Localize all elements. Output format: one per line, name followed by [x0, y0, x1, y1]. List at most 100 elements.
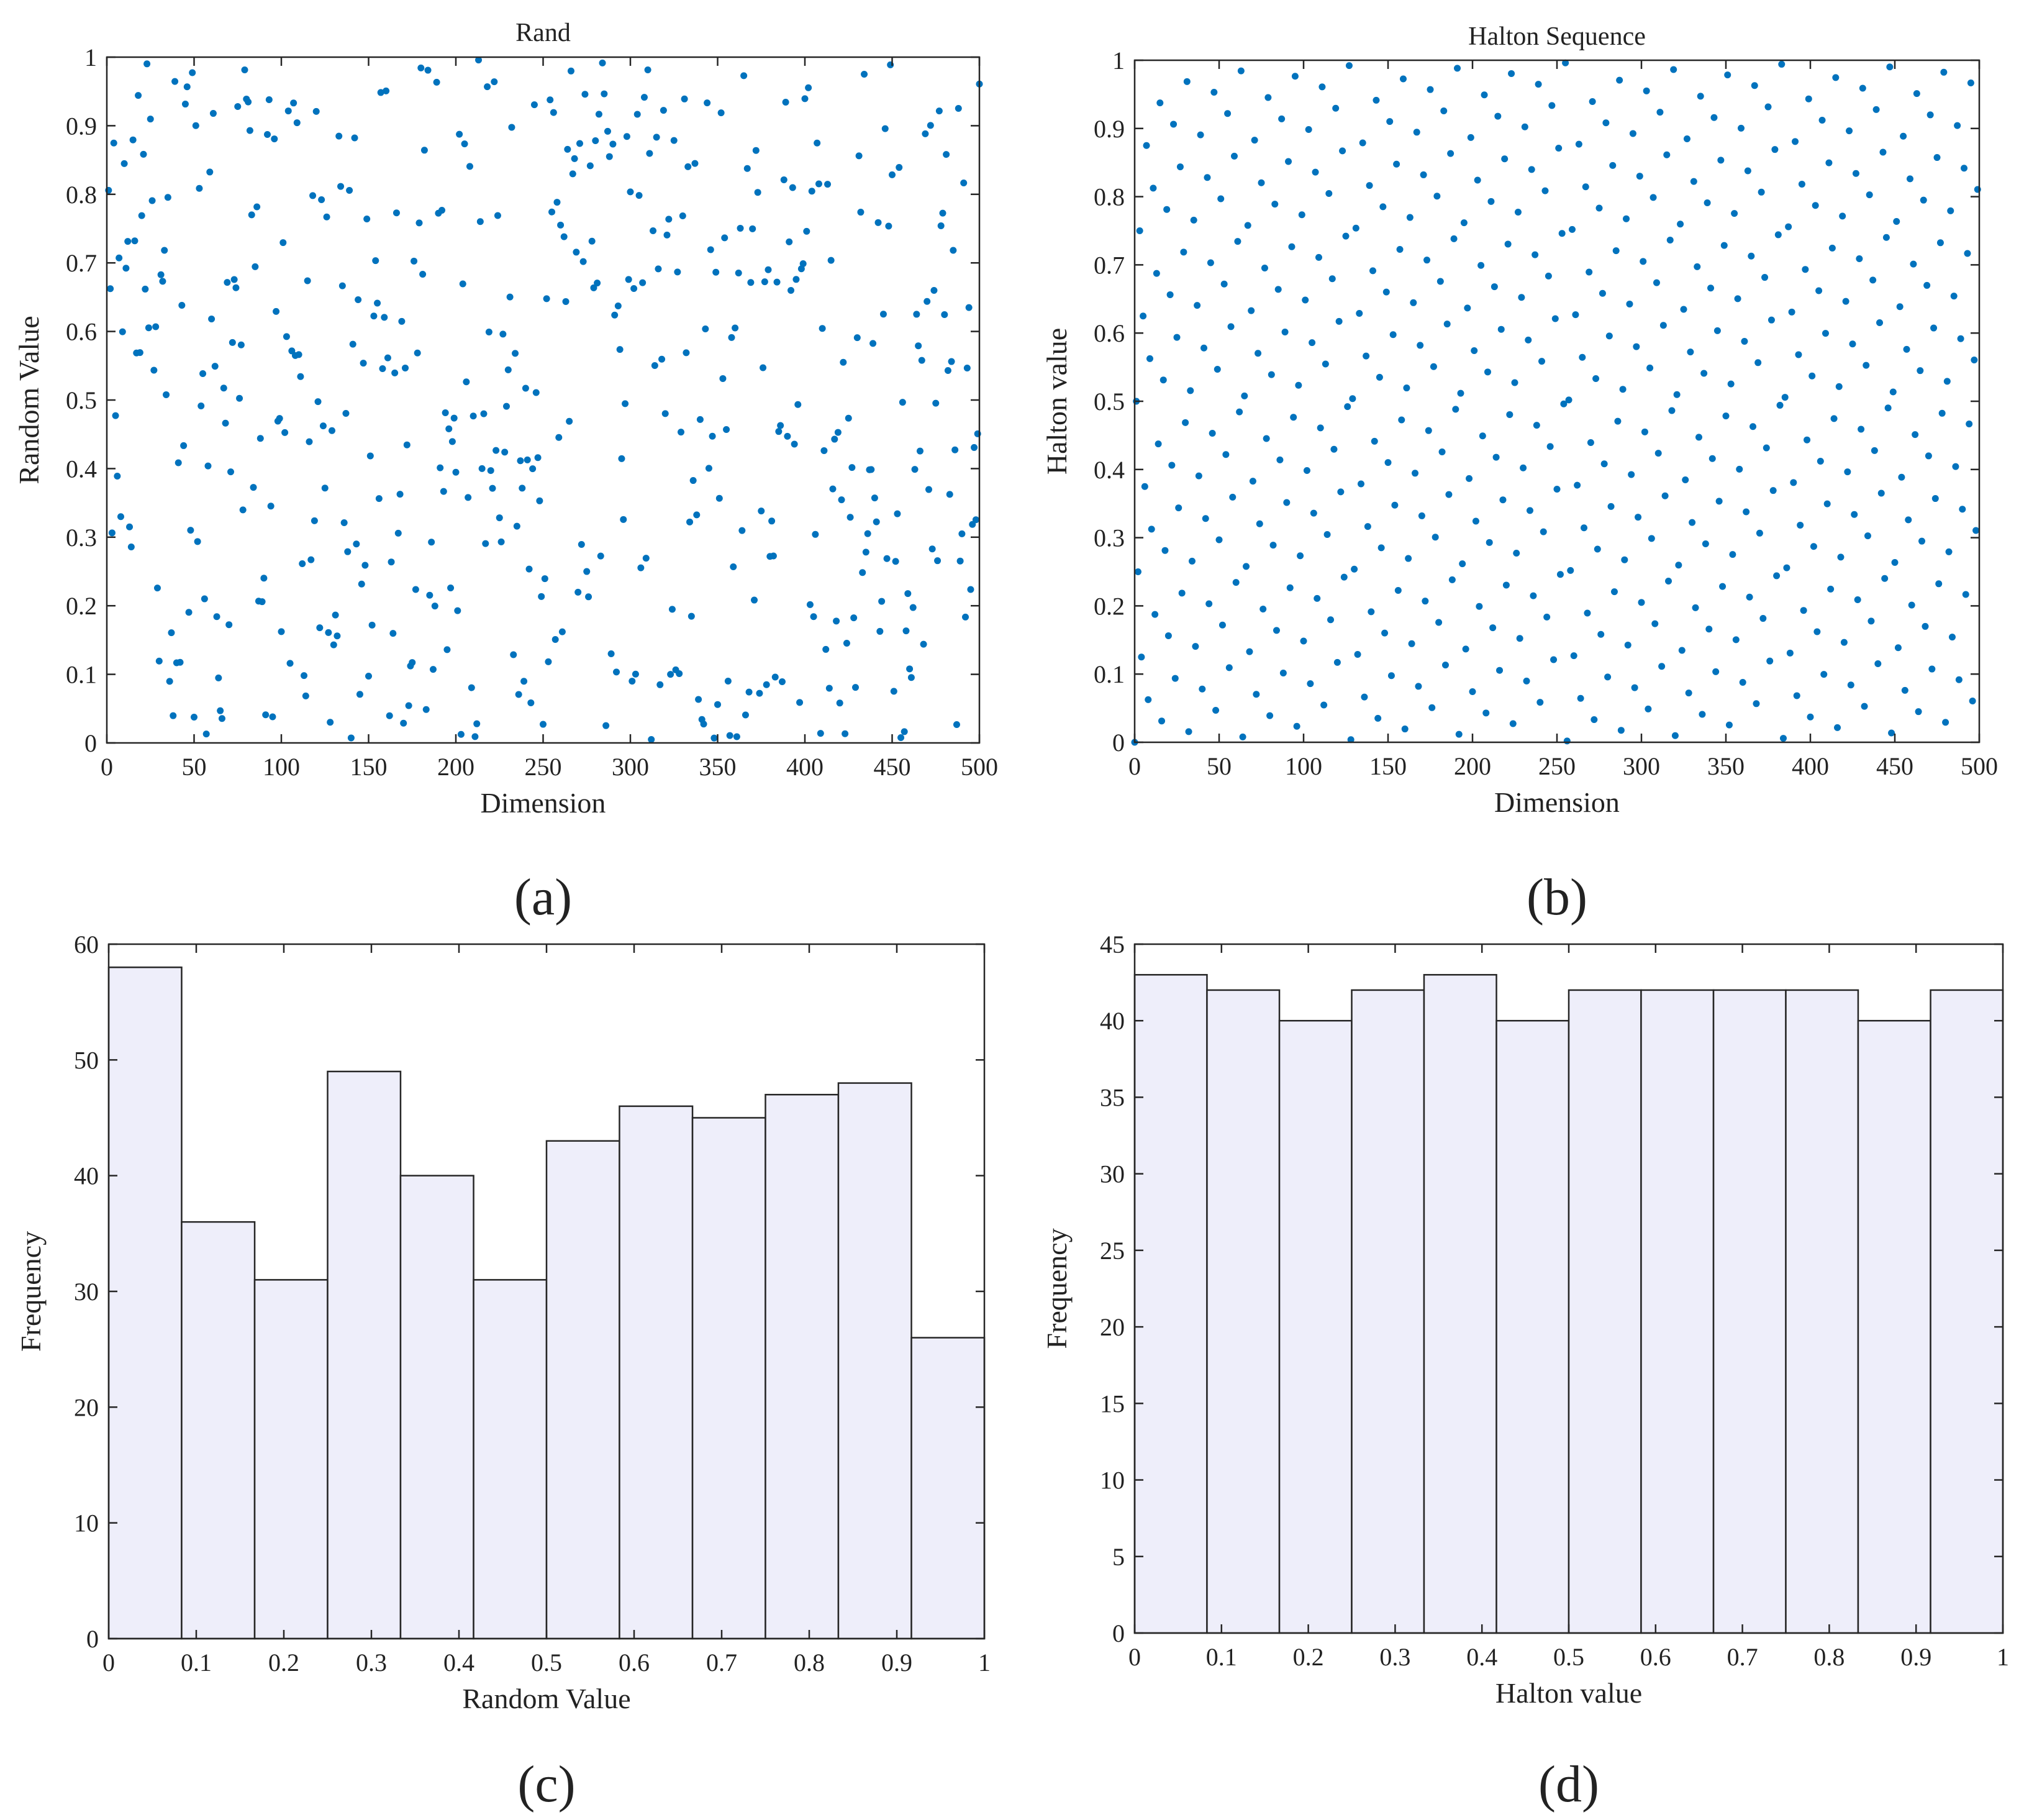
data-point [808, 188, 815, 195]
data-point [911, 466, 919, 473]
data-point [1479, 432, 1486, 440]
data-point [771, 673, 779, 681]
data-point [845, 414, 852, 422]
x-tick-label: 0.7 [706, 1649, 737, 1677]
data-point [1452, 406, 1459, 413]
data-point [163, 391, 170, 398]
data-point [252, 263, 259, 270]
data-point [789, 184, 796, 191]
data-point [301, 672, 308, 680]
data-point [1136, 227, 1143, 234]
data-point [1386, 118, 1394, 125]
data-point [1450, 235, 1458, 242]
data-point [365, 673, 372, 680]
data-point [743, 165, 751, 172]
data-point [1595, 204, 1603, 212]
data-point [819, 325, 826, 332]
data-point [530, 101, 538, 109]
data-point [1834, 724, 1841, 731]
data-point [829, 485, 837, 493]
data-point [1420, 171, 1427, 178]
data-point [948, 358, 955, 365]
data-point [586, 162, 594, 170]
data-point [1325, 189, 1333, 197]
data-point [1808, 372, 1816, 380]
data-point [1166, 291, 1174, 298]
data-point [1145, 696, 1152, 703]
x-tick-label: 0.6 [1640, 1643, 1671, 1671]
data-point [1700, 370, 1708, 377]
data-point [740, 72, 748, 80]
data-point [504, 366, 512, 373]
data-point [1594, 545, 1601, 553]
data-point [1291, 73, 1299, 80]
data-point [229, 339, 236, 346]
data-point [801, 95, 809, 102]
data-point [1832, 74, 1840, 81]
data-point [1778, 60, 1786, 68]
data-point [1410, 299, 1417, 306]
y-tick-label: 60 [74, 930, 99, 958]
data-point [1373, 96, 1380, 104]
data-point [1492, 453, 1500, 461]
data-point [967, 586, 974, 593]
data-point [447, 584, 455, 591]
data-point [145, 324, 152, 332]
data-point [1967, 79, 1974, 86]
data-point [827, 257, 835, 264]
data-point [1888, 729, 1895, 737]
data-point [1352, 224, 1359, 232]
data-point [1570, 652, 1577, 660]
data-point [353, 540, 360, 548]
data-point [1283, 499, 1291, 506]
data-point [574, 588, 582, 596]
data-point [120, 160, 128, 167]
data-point [1376, 373, 1383, 381]
data-point [1389, 331, 1397, 339]
data-point [206, 168, 214, 176]
data-point [1922, 622, 1929, 630]
data-point [237, 341, 245, 348]
data-point [633, 111, 641, 118]
data-point [1920, 196, 1927, 204]
data-point [1361, 693, 1368, 701]
data-point [1947, 207, 1954, 214]
data-point [307, 556, 315, 563]
data-point [595, 111, 602, 118]
data-point [782, 99, 789, 106]
data-point [1898, 473, 1905, 481]
data-point [1298, 211, 1305, 219]
data-point [524, 456, 531, 463]
data-point [1741, 337, 1748, 345]
data-point [1729, 551, 1736, 558]
data-point [1612, 247, 1620, 255]
data-point [614, 302, 622, 309]
data-point [1893, 217, 1900, 225]
x-tick-label: 200 [1454, 752, 1491, 780]
data-point [805, 84, 812, 91]
data-point [1882, 234, 1890, 241]
data-point [1153, 270, 1160, 277]
data-point [192, 122, 199, 129]
data-point [1377, 544, 1385, 552]
data-point [1817, 458, 1824, 465]
data-point [702, 325, 709, 333]
data-point [236, 394, 243, 402]
x-tick-label: 500 [961, 753, 998, 781]
data-point [1961, 165, 1968, 172]
data-point [473, 720, 481, 727]
data-point [1962, 591, 1969, 598]
bar [327, 1070, 402, 1640]
y-tick-label: 40 [1100, 1007, 1125, 1035]
data-point [1209, 429, 1216, 437]
data-point [1753, 700, 1760, 708]
data-point [143, 60, 151, 68]
panel-caption: (d) [1538, 1755, 1599, 1813]
data-point [415, 219, 423, 227]
data-point [1737, 124, 1745, 132]
data-point [737, 224, 744, 232]
data-point [412, 586, 419, 593]
data-point [1827, 585, 1835, 593]
data-point [220, 384, 227, 392]
data-point [1766, 657, 1774, 665]
